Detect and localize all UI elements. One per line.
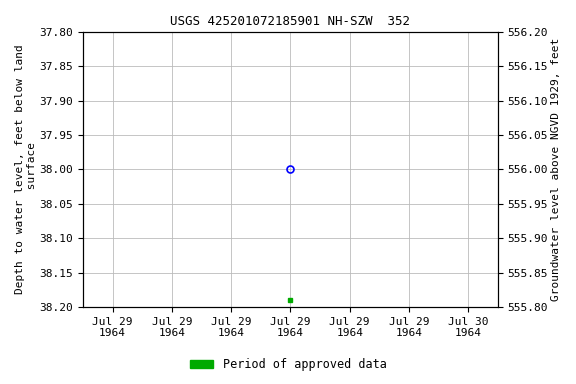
Legend: Period of approved data: Period of approved data	[185, 354, 391, 376]
Title: USGS 425201072185901 NH-SZW  352: USGS 425201072185901 NH-SZW 352	[170, 15, 411, 28]
Y-axis label: Groundwater level above NGVD 1929, feet: Groundwater level above NGVD 1929, feet	[551, 38, 561, 301]
Y-axis label: Depth to water level, feet below land
 surface: Depth to water level, feet below land su…	[15, 45, 37, 294]
